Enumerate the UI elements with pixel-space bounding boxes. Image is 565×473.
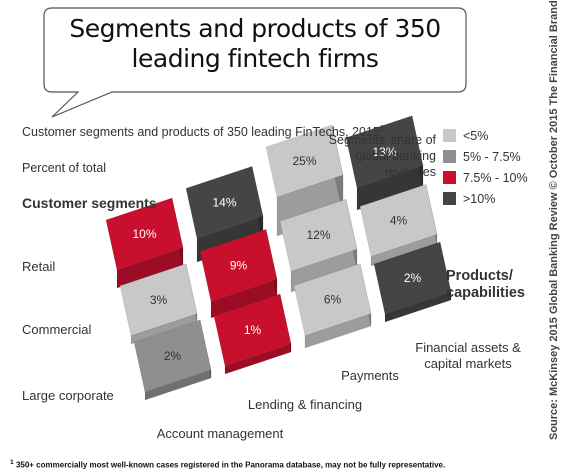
legend-title: Segments' share of global banking revenu… (328, 133, 436, 179)
columns-heading: Products/ capabilities (446, 268, 525, 301)
title-speech-bubble (43, 7, 467, 118)
legend-swatch (443, 171, 456, 184)
block-top-0-2 (265, 124, 344, 198)
rows-heading: Customer segments (22, 195, 157, 211)
column-label-payments: Payments (341, 368, 399, 383)
footnote: 1 350+ commercially most well-known case… (10, 459, 446, 470)
block-top-1-0 (119, 263, 198, 337)
column-label-account-management: Account management (156, 426, 284, 441)
cell-label-1-0: 3% (150, 293, 168, 307)
row-label-large-corporate: Large corporate (22, 388, 114, 403)
block-top-0-1 (185, 166, 264, 239)
legend-swatch (443, 150, 456, 163)
column-label-lending-financing: Lending & financing (247, 397, 363, 412)
legend-swatch (443, 129, 456, 142)
legend-item-over-10: >10% (443, 192, 495, 207)
block-top-2-2 (293, 263, 372, 336)
block-top-0-3 (345, 115, 424, 189)
unit-label: Percent of total (22, 161, 107, 175)
legend-item-7_5-10: 7.5% - 10% (443, 171, 528, 186)
block-top-2-0 (133, 319, 212, 393)
block-top-2-3 (373, 241, 452, 315)
cell-label-0-1: 14% (212, 195, 236, 209)
block-top-1-2 (279, 198, 358, 272)
legend-item-under-5: <5% (443, 129, 488, 144)
block-top-1-3 (359, 184, 438, 257)
legend-swatch (443, 192, 456, 205)
cell-label-1-2: 12% (306, 228, 330, 242)
cell-label-2-2: 6% (324, 293, 342, 307)
column-label-financial-assets: Financial assets & capital markets (415, 340, 521, 371)
cell-label-2-1: 1% (244, 323, 262, 337)
cell-label-2-0: 2% (164, 349, 182, 363)
cell-label-0-0: 10% (132, 227, 156, 241)
cell-label-1-1: 9% (230, 258, 248, 272)
cell-label-0-2: 25% (292, 154, 316, 168)
chart-subtitle: Customer segments and products of 350 le… (22, 124, 385, 140)
row-label-retail: Retail (22, 259, 56, 274)
source-note: Source: McKinsey 2015 Global Banking Rev… (548, 0, 560, 440)
cell-label-2-3: 2% (404, 271, 422, 285)
chart-title: Segments and products of 350 leading fin… (69, 14, 441, 73)
block-top-0-0 (105, 197, 184, 271)
cell-label-1-3: 4% (390, 213, 408, 227)
block-top-2-1 (213, 293, 292, 367)
row-label-commercial: Commercial (22, 322, 92, 337)
block-top-1-1 (199, 229, 278, 302)
cell-label-0-3: 13% (372, 145, 396, 159)
legend-item-5-7_5: 5% - 7.5% (443, 150, 521, 165)
